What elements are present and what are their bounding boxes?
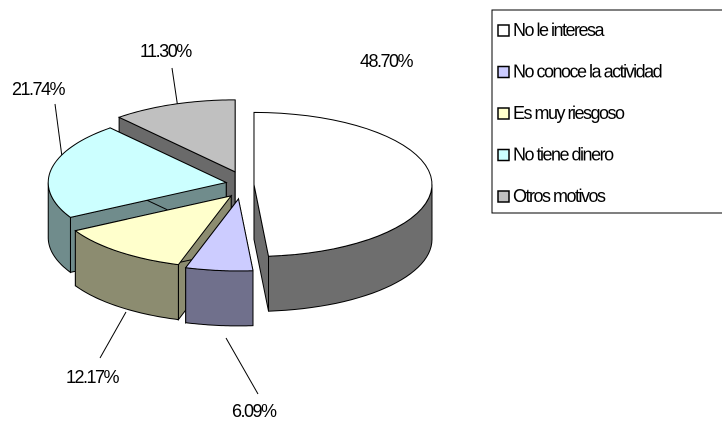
legend-swatch	[497, 65, 510, 79]
legend-swatch	[497, 190, 510, 203]
pie-slice	[47, 127, 228, 218]
data-label: 11.30%	[140, 41, 192, 61]
legend-swatch	[497, 107, 510, 120]
slice	[184, 197, 254, 327]
data-label: 48.70%	[360, 51, 414, 71]
leader-line	[225, 337, 259, 395]
slice	[253, 111, 433, 312]
leader-line	[99, 311, 127, 359]
legend-label: No tiene dinero	[513, 144, 614, 164]
legend-swatch	[497, 24, 510, 37]
data-label: 21.74%	[12, 79, 66, 99]
legend-label: Es muy riesgoso	[513, 103, 625, 123]
data-label: 6.09%	[232, 401, 277, 421]
pie-slice	[74, 195, 233, 266]
legend-label: Otros motivos	[513, 186, 606, 206]
legend-label: No conoce la actividad	[513, 61, 662, 81]
data-label: 12.17%	[66, 367, 120, 387]
pie-slice	[253, 111, 433, 257]
slice-wall	[185, 267, 254, 327]
pie-slice	[184, 197, 254, 272]
legend-box	[491, 9, 722, 214]
pie-slice	[117, 99, 236, 173]
legend-label: No le interesa	[513, 20, 606, 40]
legend-swatch	[497, 148, 510, 162]
pie	[47, 99, 433, 327]
